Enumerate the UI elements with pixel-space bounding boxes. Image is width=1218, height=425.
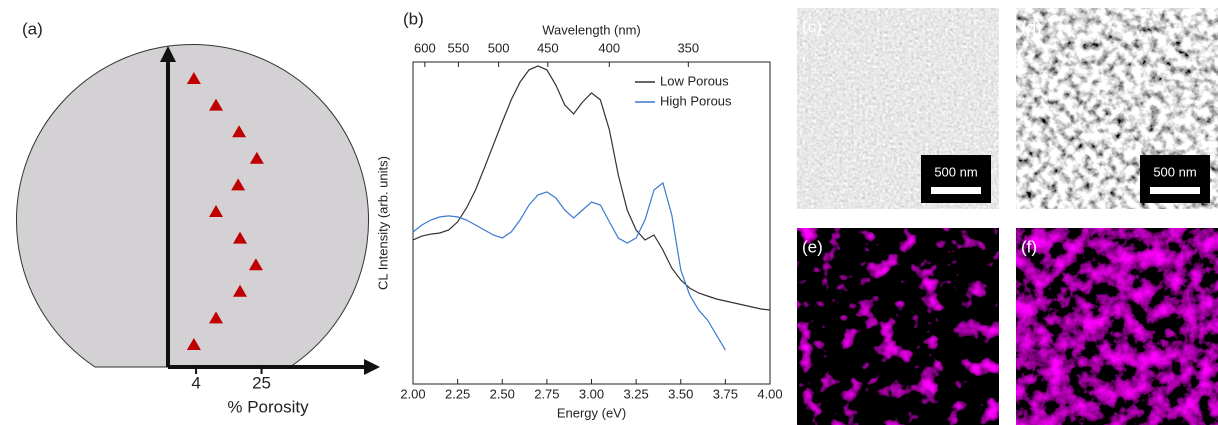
panel-label: (d) <box>1021 17 1042 36</box>
panel-label: (e) <box>802 237 823 256</box>
x-tick-label: 2.50 <box>490 386 515 401</box>
scale-bar <box>931 187 981 194</box>
x-tick-label: 3.25 <box>623 386 648 401</box>
scale-bar-box <box>1140 155 1210 203</box>
porosity-marker <box>248 258 263 271</box>
scale-bar <box>1150 187 1200 194</box>
porosity-marker <box>186 338 201 350</box>
scale-bar-label: 500 nm <box>1153 164 1196 179</box>
series-line <box>412 65 771 311</box>
porosity-marker <box>232 125 247 138</box>
x-tick-label: 3.75 <box>713 386 738 401</box>
x2-tick-label: 500 <box>488 40 510 55</box>
series-line <box>412 181 726 351</box>
porosity-marker <box>186 72 201 84</box>
x2-tick-label: 400 <box>598 40 620 55</box>
x2-tick-label: 350 <box>677 40 699 55</box>
panel-label: (b) <box>403 9 424 28</box>
x-axis-label: Energy (eV) <box>557 405 626 420</box>
micrograph <box>797 228 999 425</box>
porosity-marker <box>209 311 224 324</box>
x-tick-label: 2.75 <box>534 386 559 401</box>
y-axis-label: CL Intensity (arb. units) <box>375 156 390 290</box>
x2-tick-label: 600 <box>414 40 436 55</box>
x-tick-label: 2.25 <box>445 386 470 401</box>
panel-label: (c) <box>802 17 822 36</box>
x-tick-label: 3.50 <box>668 386 693 401</box>
porosity-marker <box>249 151 264 164</box>
x-tick-label: 4.00 <box>757 386 782 401</box>
porosity-marker <box>233 231 248 244</box>
x-arrow-head <box>364 359 380 375</box>
porosity-marker <box>209 98 224 111</box>
x2-tick-label: 450 <box>537 40 559 55</box>
panel-label: (f) <box>1021 237 1037 256</box>
legend-label: Low Porous <box>660 73 729 88</box>
y-arrow-head <box>160 46 176 62</box>
panel-label: (a) <box>22 19 43 38</box>
porosity-marker <box>209 205 224 217</box>
porosity-marker <box>233 284 248 297</box>
x-tick-label: 3.00 <box>579 386 604 401</box>
x-tick-label: 2.00 <box>400 386 425 401</box>
scale-bar-label: 500 nm <box>934 164 977 179</box>
x-axis-label: % Porosity <box>227 397 309 416</box>
wafer <box>16 43 369 368</box>
x2-tick-label: 550 <box>448 40 470 55</box>
x-tick-label: 4 <box>191 373 200 392</box>
x2-axis-label: Wavelength (nm) <box>542 22 641 37</box>
scale-bar-box <box>921 155 991 203</box>
porosity-marker <box>231 178 246 191</box>
x-tick-label: 25 <box>252 373 271 392</box>
micrograph <box>1016 228 1218 425</box>
legend-label: High Porous <box>660 93 732 108</box>
